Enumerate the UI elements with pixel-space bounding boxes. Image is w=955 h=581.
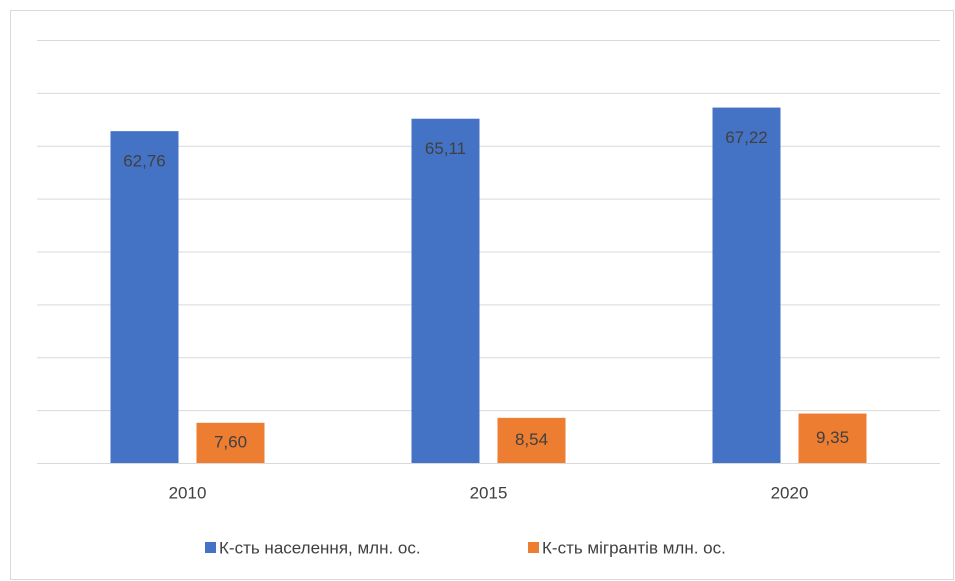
data-label: 67,22 <box>725 128 768 147</box>
legend-swatch <box>205 542 216 553</box>
bar <box>110 131 179 463</box>
x-tick-label: 2015 <box>470 483 508 502</box>
legend-label: К-сть мігрантів млн. ос. <box>542 538 726 557</box>
bar <box>411 118 480 464</box>
data-label: 62,76 <box>123 152 166 171</box>
data-label: 9,35 <box>816 428 849 447</box>
legend-swatch <box>528 542 539 553</box>
bar <box>798 413 867 463</box>
data-label: 8,54 <box>515 430 548 449</box>
chart-frame <box>10 10 954 580</box>
bar <box>196 422 265 463</box>
legend-label: К-сть населення, млн. ос. <box>219 538 421 557</box>
data-label: 7,60 <box>214 432 247 451</box>
x-tick-label: 2010 <box>169 483 207 502</box>
data-label: 65,11 <box>425 139 466 158</box>
bar <box>712 107 781 463</box>
x-tick-label: 2020 <box>771 483 809 502</box>
bar <box>497 417 566 463</box>
